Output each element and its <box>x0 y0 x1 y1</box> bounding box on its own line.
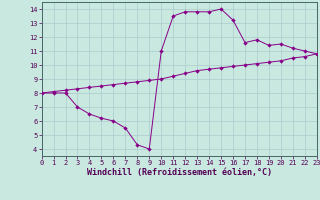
X-axis label: Windchill (Refroidissement éolien,°C): Windchill (Refroidissement éolien,°C) <box>87 168 272 177</box>
